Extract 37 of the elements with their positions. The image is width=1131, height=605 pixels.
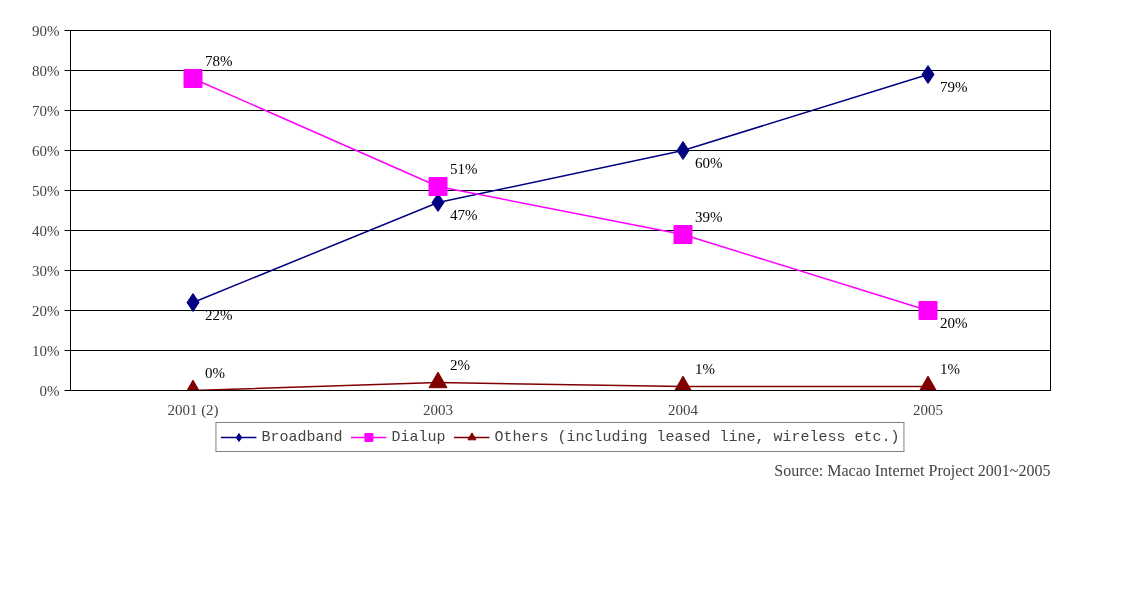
y-tick-label: 60% [32, 142, 60, 159]
source-note: Source: Macao Internet Project 2001~2005 [774, 461, 1051, 480]
y-tick-label: 30% [32, 262, 60, 279]
legend-label: Broadband [261, 428, 343, 446]
point [428, 177, 448, 196]
y-tick-label: 50% [32, 182, 60, 199]
data-label: 20% [940, 314, 968, 331]
data-label: 47% [450, 206, 478, 223]
point [183, 69, 203, 88]
data-label: 60% [695, 154, 723, 171]
point [921, 65, 935, 84]
y-tick-label: 70% [32, 102, 60, 119]
data-label: 39% [695, 208, 723, 225]
legend-label: Dialup [391, 428, 446, 446]
x-tick-label: 2004 [668, 401, 699, 418]
y-tick-label: 10% [32, 342, 60, 359]
y-tick-label: 80% [32, 62, 60, 79]
data-label: 51% [450, 160, 478, 177]
x-tick-label: 2003 [423, 401, 453, 418]
point [676, 141, 690, 160]
point [428, 371, 448, 389]
y-tick-label: 0% [39, 382, 60, 399]
data-label: 78% [205, 52, 233, 69]
x-tick-label: 2005 [913, 401, 943, 418]
x-tick-label: 2001 (2) [167, 401, 219, 419]
data-label: 1% [695, 360, 715, 377]
data-label: 1% [940, 360, 960, 377]
data-label: 0% [205, 364, 225, 381]
y-tick-label: 20% [32, 302, 60, 319]
y-tick-label: 90% [32, 22, 60, 39]
data-label: 2% [450, 356, 470, 373]
point [186, 293, 200, 312]
data-label: 79% [940, 78, 968, 95]
point [918, 301, 938, 320]
point [673, 225, 693, 244]
y-tick-label: 40% [32, 222, 60, 239]
legend-label: Others (including leased line, wireless etc.) [494, 428, 900, 446]
